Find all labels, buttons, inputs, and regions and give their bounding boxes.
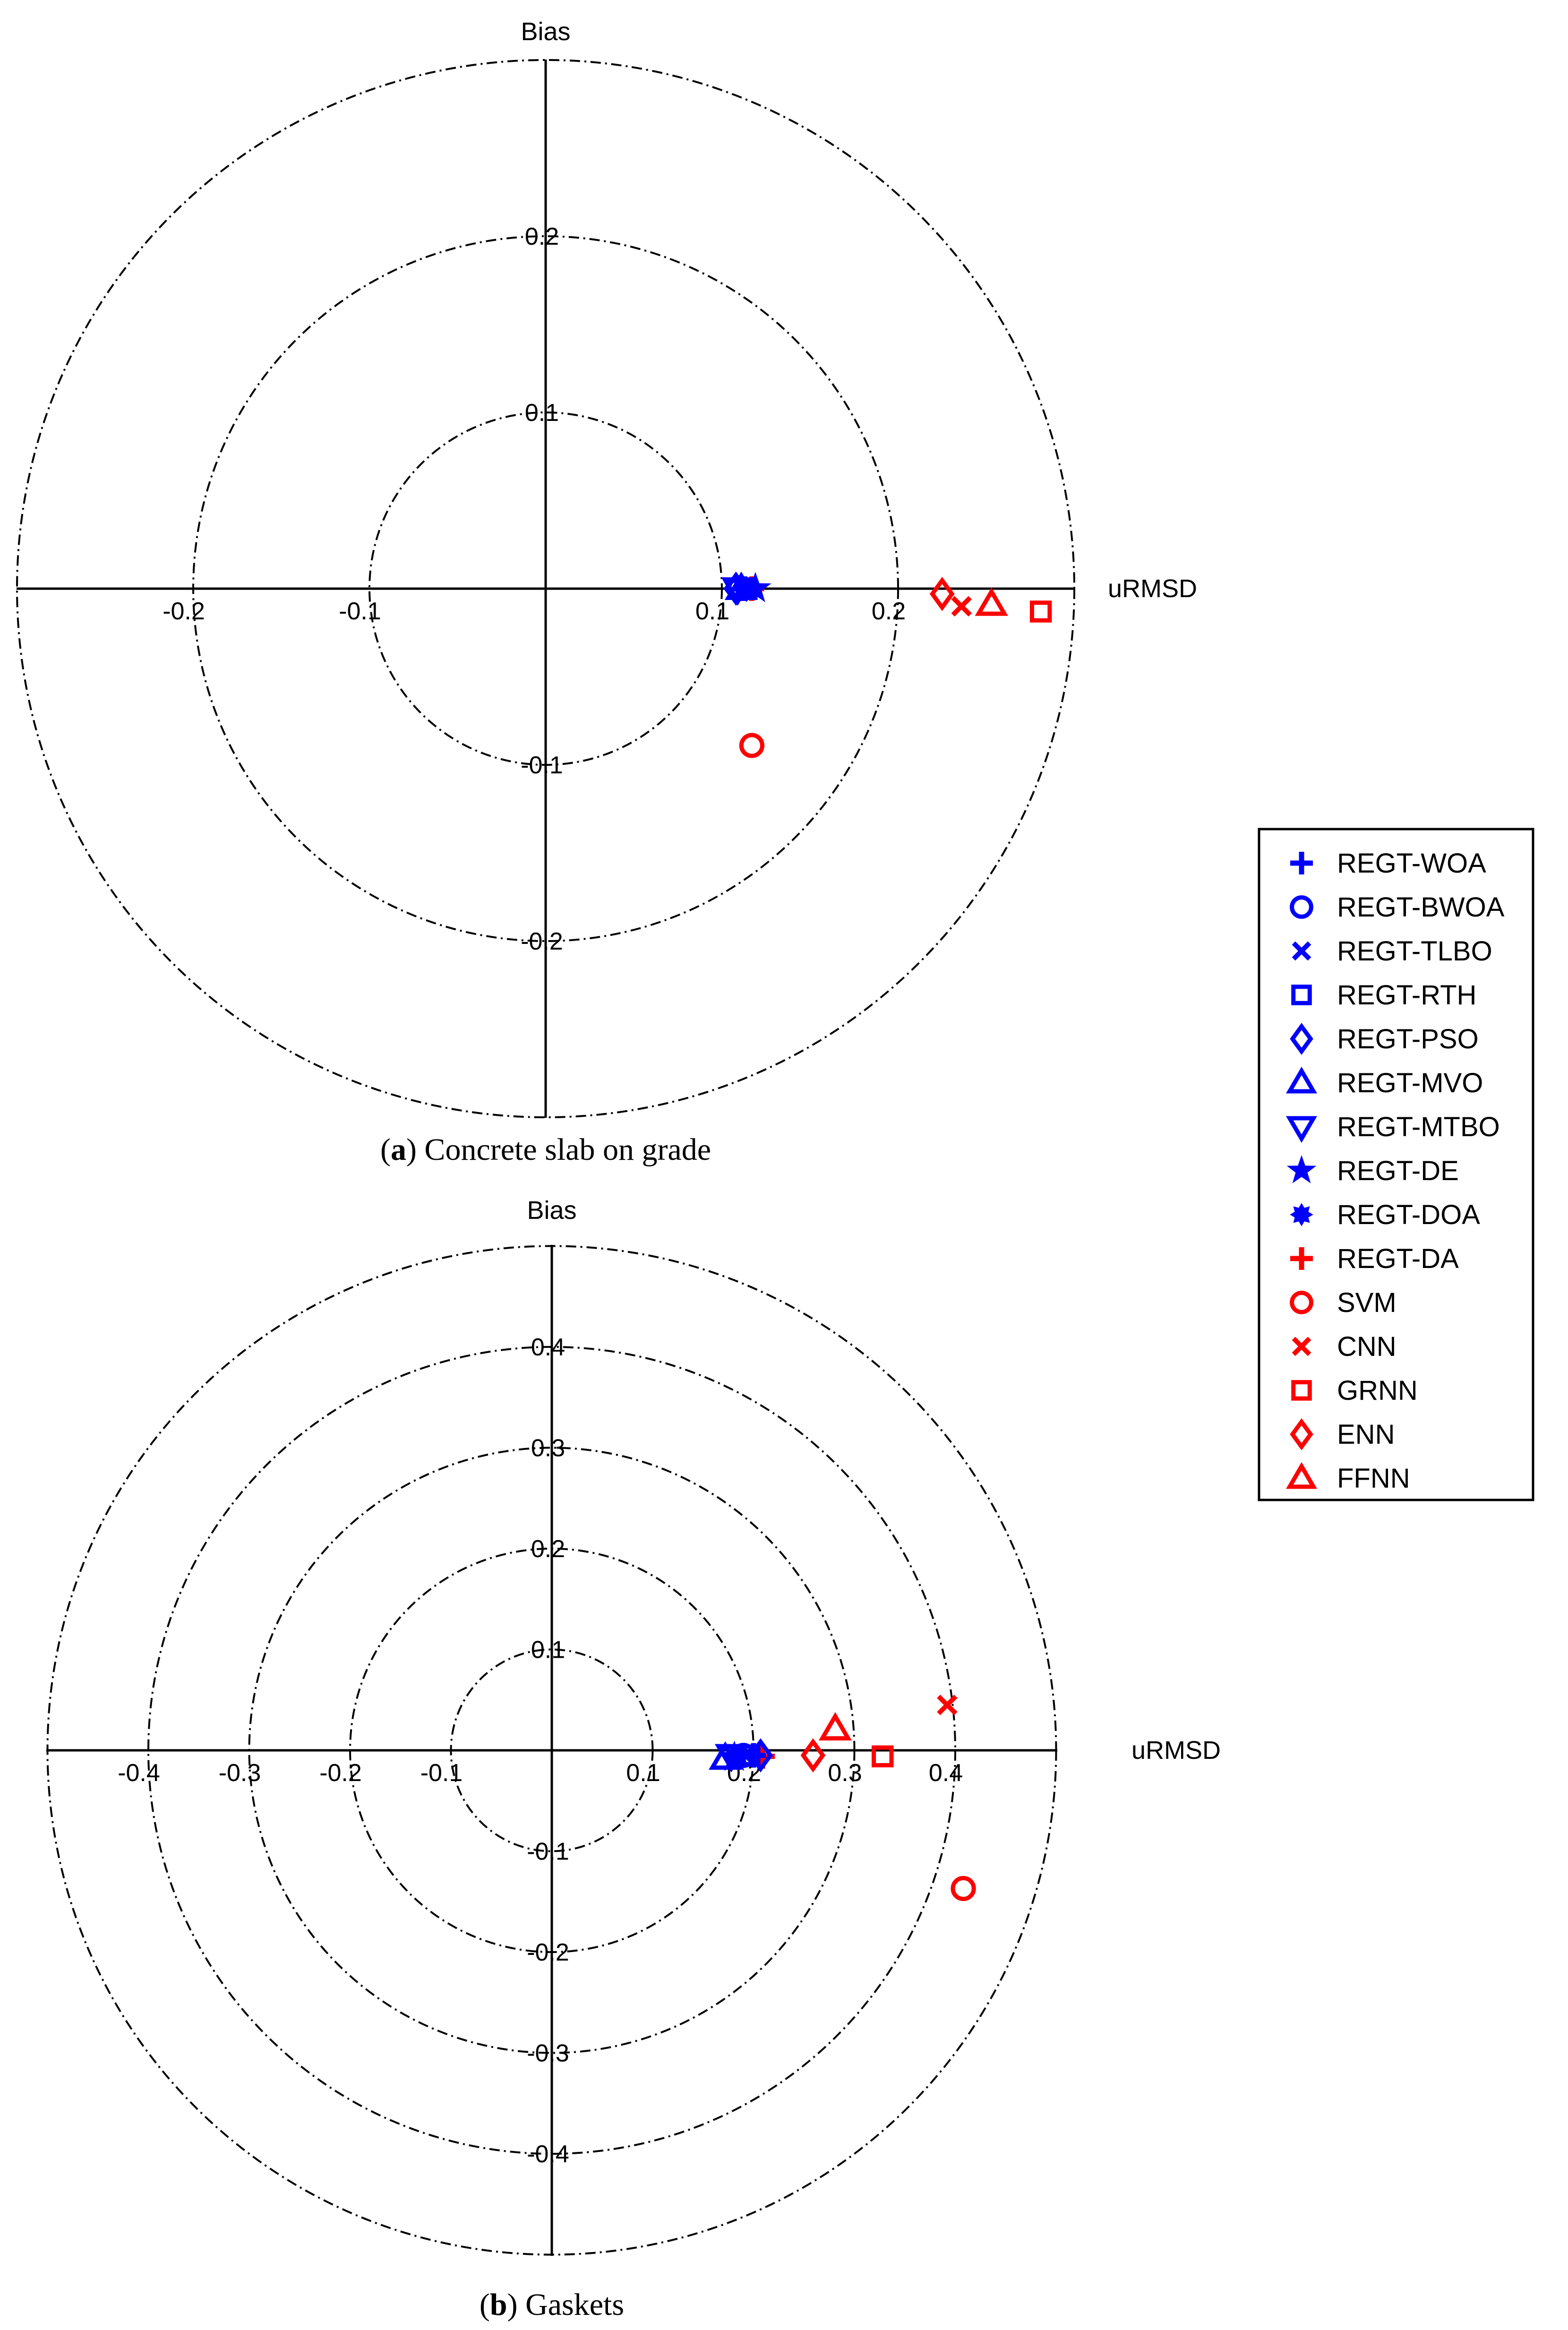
legend-entry-label: REGT-BWOA bbox=[1337, 892, 1505, 923]
legend-marker-grnn bbox=[1291, 1380, 1312, 1401]
data-point-grnn bbox=[1029, 600, 1052, 623]
data-point-svm bbox=[739, 733, 765, 758]
x-tick-label: -0.2 bbox=[163, 598, 205, 625]
legend-entry-label: CNN bbox=[1337, 1331, 1397, 1362]
y-tick-label: 0.1 bbox=[525, 399, 559, 427]
x-tick-label: 0.2 bbox=[872, 598, 906, 625]
legend-entry-label: GRNN bbox=[1337, 1375, 1418, 1406]
data-point-svm bbox=[951, 1876, 976, 1902]
legend: REGT-WOA REGT-BWOA REGT-TLBO REGT-RTH REGT-P… bbox=[1258, 828, 1534, 1501]
y-axis-label: Bias bbox=[527, 1196, 576, 1225]
y-tick-label: -0.3 bbox=[527, 2040, 569, 2067]
data-point-regt-doa bbox=[726, 1744, 751, 1769]
legend-entry-label: REGT-RTH bbox=[1337, 980, 1476, 1011]
legend-marker-regt-da bbox=[1290, 1247, 1313, 1270]
y-tick-label: -0.2 bbox=[521, 928, 563, 955]
legend-entry-label: REGT-DE bbox=[1337, 1156, 1459, 1186]
y-tick-label: -0.1 bbox=[521, 752, 563, 779]
y-tick-label: 0.3 bbox=[531, 1435, 565, 1462]
y-tick-label: 0.4 bbox=[531, 1334, 565, 1361]
y-tick-label: 0.2 bbox=[525, 223, 559, 250]
y-tick-label: -0.4 bbox=[527, 2141, 569, 2168]
legend-marker-regt-pso bbox=[1290, 1022, 1313, 1055]
x-tick-label: -0.2 bbox=[319, 1759, 362, 1787]
x-tick-label: -0.3 bbox=[219, 1759, 261, 1787]
x-tick-label: 0.1 bbox=[626, 1759, 660, 1787]
legend-marker-regt-de bbox=[1286, 1155, 1317, 1183]
data-point-grnn bbox=[872, 1745, 894, 1768]
legend-entry-label: FFNN bbox=[1337, 1463, 1410, 1494]
x-tick-label: -0.1 bbox=[420, 1759, 463, 1787]
data-point-enn bbox=[800, 1738, 826, 1773]
data-point-regt-doa bbox=[730, 576, 756, 601]
legend-entry-label: REGT-MTBO bbox=[1337, 1112, 1500, 1142]
x-tick-label: -0.1 bbox=[339, 598, 381, 625]
y-tick-label: 0.2 bbox=[531, 1535, 565, 1563]
legend-marker-enn bbox=[1290, 1418, 1313, 1451]
y-axis-label: Bias bbox=[521, 17, 570, 46]
data-point-cnn bbox=[951, 596, 972, 617]
data-point-ffnn bbox=[818, 1712, 852, 1741]
legend-marker-ffnn bbox=[1285, 1462, 1318, 1489]
legend-entry-label: REGT-DOA bbox=[1337, 1199, 1480, 1230]
x-tick-label: 0.4 bbox=[929, 1759, 963, 1787]
legend-marker-regt-mtbo bbox=[1285, 1116, 1318, 1143]
y-tick-label: -0.2 bbox=[527, 1939, 569, 1966]
legend-marker-regt-woa bbox=[1290, 852, 1313, 874]
legend-entry-label: REGT-DA bbox=[1337, 1243, 1459, 1274]
x-tick-label: 0.1 bbox=[695, 598, 729, 625]
x-axis-label: uRMSD bbox=[1131, 1736, 1221, 1765]
data-point-enn bbox=[929, 576, 955, 611]
x-tick-label: 0.3 bbox=[828, 1759, 862, 1787]
legend-marker-regt-rth bbox=[1291, 985, 1312, 1005]
legend-marker-svm bbox=[1290, 1291, 1313, 1314]
data-point-regt-pso bbox=[748, 1738, 773, 1773]
panel-caption: (a) Concrete slab on grade bbox=[380, 1132, 711, 1167]
legend-entry-label: ENN bbox=[1337, 1419, 1395, 1450]
x-tick-label: -0.4 bbox=[118, 1759, 160, 1787]
legend-entry-label: REGT-TLBO bbox=[1337, 936, 1492, 967]
legend-marker-regt-mvo bbox=[1285, 1066, 1318, 1094]
y-tick-label: 0.1 bbox=[531, 1636, 565, 1664]
legend-entry-label: REGT-WOA bbox=[1337, 848, 1486, 879]
legend-entry-label: REGT-PSO bbox=[1337, 1024, 1479, 1054]
y-tick-label: -0.1 bbox=[527, 1838, 569, 1866]
target-diagram-b: -0.4 -0.3 -0.2 -0.1 0.1 0.2 0.3 0.40.40.30.20.1… bbox=[46, 1196, 1221, 2322]
data-point-cnn bbox=[937, 1695, 958, 1715]
legend-entry-label: REGT-MVO bbox=[1337, 1068, 1483, 1098]
x-axis-label: uRMSD bbox=[1108, 574, 1197, 603]
panel-caption: (b) Gaskets bbox=[480, 2287, 624, 2322]
legend-entry-label: SVM bbox=[1337, 1287, 1397, 1318]
legend-marker-cnn bbox=[1292, 1336, 1311, 1356]
legend-marker-regt-tlbo bbox=[1292, 941, 1311, 961]
legend-marker-regt-bwoa bbox=[1290, 895, 1313, 919]
target-diagram-a: -0.2 -0.1 0.1 0.2 0.2 0.1 -0.1 -0.2 Bias uRMSD (a)… bbox=[16, 17, 1197, 1167]
legend-marker-regt-doa bbox=[1290, 1203, 1313, 1226]
data-point-ffnn bbox=[975, 587, 1008, 616]
